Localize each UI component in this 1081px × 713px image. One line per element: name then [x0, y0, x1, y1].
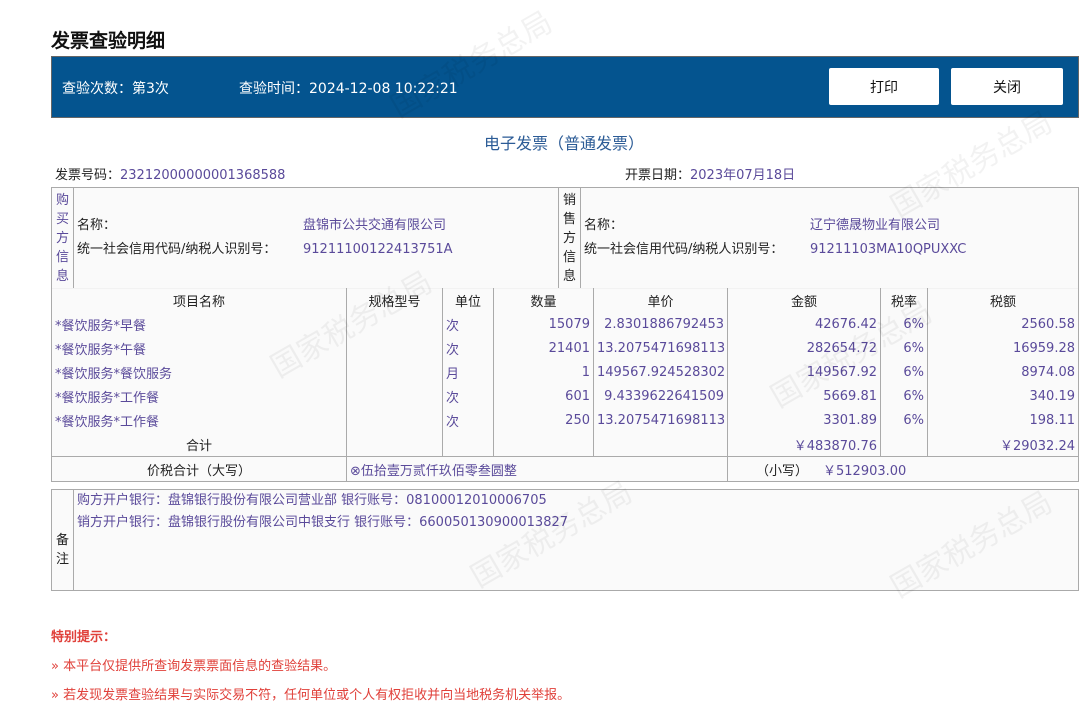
special-notice: 特别提示： » 本平台仅提供所查询发票票面信息的查验结果。 » 若发现发票查验结… — [51, 630, 571, 703]
party-table: 购买方信息 名称： 盘锦市公共交通有限公司 统一社会信用代码/纳税人识别号： 912… — [51, 187, 1079, 289]
table-row: *餐饮服务*早餐 次 15079 2.8301886792453 42676.42 6% 2… — [51, 312, 1079, 336]
cell-amount: 5669.81 — [727, 384, 881, 408]
seller-tax-id: 91211103MA10QPUXXC — [810, 242, 967, 257]
cell-qty: 15079 — [493, 312, 594, 336]
cell-tax: 2560.58 — [927, 312, 1079, 336]
cell-unit: 次 — [442, 336, 494, 360]
buyer-label: 购买方信息 — [51, 187, 74, 289]
page-title: 发票查验明细 — [51, 30, 166, 52]
cell-tax: 8974.08 — [927, 360, 1079, 384]
items-table: 项目名称 规格型号 单位 数量 单价 金额 税率 税额 *餐饮服务*早餐次 150… — [51, 288, 1079, 482]
grand-total-row: 价税合计（大写） ⊗伍拾壹万贰仟玖佰零叁圆整 （小写） ￥512903.00 — [51, 456, 1079, 482]
grand-total-small: （小写） ￥512903.00 — [727, 456, 1079, 482]
cell-spec — [346, 408, 443, 432]
cell-qty: 1 — [493, 360, 594, 384]
seller-label: 销售方信息 — [558, 187, 581, 289]
cell-tax: 340.19 — [927, 384, 1079, 408]
cell-spec — [346, 336, 443, 360]
remarks-label: 备注 — [51, 489, 74, 591]
notice-item: » 本平台仅提供所查询发票票面信息的查验结果。 — [51, 659, 337, 674]
cell-unit: 次 — [442, 384, 494, 408]
cell-rate: 6% — [880, 384, 928, 408]
check-info-bar: 查验次数：第3次 查验时间：2024-12-08 10:22:21 打印 关闭 — [51, 56, 1079, 118]
seller-info: 名称： 辽宁德晟物业有限公司 统一社会信用代码/纳税人识别号： 91211103MA… — [580, 187, 1079, 289]
buyer-info: 名称： 盘锦市公共交通有限公司 统一社会信用代码/纳税人识别号： 912111001… — [73, 187, 559, 289]
table-row: *餐饮服务*工作餐 次 250 13.2075471698113 3301.89 6% 19… — [51, 408, 1079, 432]
cell-unit: 月 — [442, 360, 494, 384]
cell-unit: 次 — [442, 408, 494, 432]
check-count: 查验次数：第3次 — [62, 81, 169, 97]
buyer-name: 盘锦市公共交通有限公司 — [303, 218, 447, 233]
grand-total-words: ⊗伍拾壹万贰仟玖佰零叁圆整 — [346, 456, 728, 482]
invoice-date: 开票日期：2023年07月18日 — [625, 168, 796, 183]
cell-qty: 601 — [493, 384, 594, 408]
total-amount: ￥483870.76 — [727, 432, 881, 457]
cell-rate: 6% — [880, 408, 928, 432]
total-tax: ￥29032.24 — [927, 432, 1079, 457]
cell-amount: 149567.92 — [727, 360, 881, 384]
table-row: *餐饮服务*餐饮服务 月 1 149567.924528302 149567.92 6% 8… — [51, 360, 1079, 384]
cell-amount: 42676.42 — [727, 312, 881, 336]
cell-price: 149567.924528302 — [593, 360, 728, 384]
remarks-table: 备注 购方开户银行：盘锦银行股份有限公司营业部 银行账号：08100012010… — [51, 489, 1079, 591]
seller-name: 辽宁德晟物业有限公司 — [810, 218, 941, 233]
cell-spec — [346, 384, 443, 408]
table-row: *餐饮服务*工作餐 次 601 9.4339622641509 5669.81 6% 340… — [51, 384, 1079, 408]
cell-price: 9.4339622641509 — [593, 384, 728, 408]
cell-spec — [346, 360, 443, 384]
cell-price: 13.2075471698113 — [593, 408, 728, 432]
cell-unit: 次 — [442, 312, 494, 336]
total-row: 合计 ￥483870.76 ￥29032.24 — [51, 432, 1079, 457]
close-button[interactable]: 关闭 — [951, 68, 1063, 105]
cell-name: *餐饮服务*工作餐 — [51, 384, 347, 408]
table-header: 项目名称 规格型号 单位 数量 单价 金额 税率 税额 — [51, 288, 1079, 312]
cell-price: 13.2075471698113 — [593, 336, 728, 360]
cell-rate: 6% — [880, 312, 928, 336]
notice-item: » 若发现发票查验结果与实际交易不符，任何单位或个人有权拒收并向当地税务机关举报… — [51, 688, 571, 703]
print-button[interactable]: 打印 — [829, 68, 939, 105]
cell-amount: 3301.89 — [727, 408, 881, 432]
cell-rate: 6% — [880, 360, 928, 384]
cell-name: *餐饮服务*午餐 — [51, 336, 347, 360]
cell-name: *餐饮服务*早餐 — [51, 312, 347, 336]
cell-tax: 16959.28 — [927, 336, 1079, 360]
cell-qty: 21401 — [493, 336, 594, 360]
cell-amount: 282654.72 — [727, 336, 881, 360]
cell-price: 2.8301886792453 — [593, 312, 728, 336]
cell-rate: 6% — [880, 336, 928, 360]
invoice-title: 电子发票（普通发票） — [483, 134, 644, 153]
cell-name: *餐饮服务*餐饮服务 — [51, 360, 347, 384]
cell-name: *餐饮服务*工作餐 — [51, 408, 347, 432]
check-time: 查验时间：2024-12-08 10:22:21 — [239, 81, 458, 97]
table-row: *餐饮服务*午餐 次 21401 13.2075471698113 282654.72 6… — [51, 336, 1079, 360]
cell-spec — [346, 312, 443, 336]
invoice-number: 发票号码：23212000000001368588 — [55, 168, 286, 183]
buyer-tax-id: 91211100122413751A — [303, 242, 453, 257]
remarks-content: 购方开户银行：盘锦银行股份有限公司营业部 银行账号：08100012010006… — [73, 489, 1079, 591]
cell-qty: 250 — [493, 408, 594, 432]
cell-tax: 198.11 — [927, 408, 1079, 432]
